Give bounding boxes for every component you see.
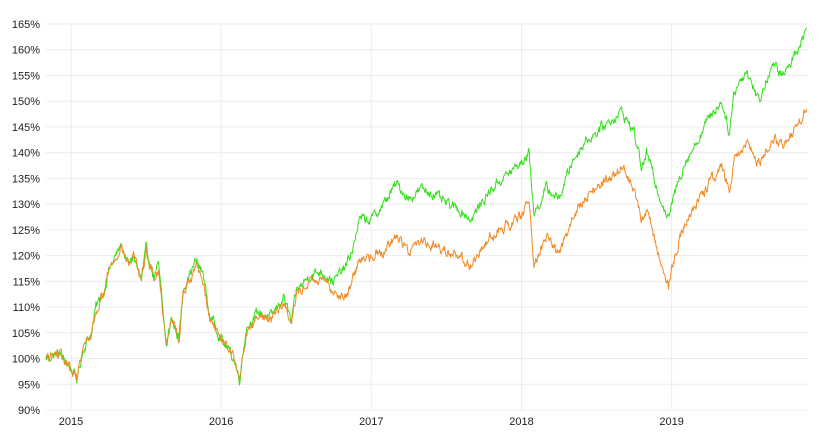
y-tick-label: 135% [12, 173, 40, 185]
y-tick-label: 110% [13, 302, 41, 314]
horizontal-gridlines [46, 23, 808, 411]
y-tick-label: 90% [18, 405, 40, 417]
x-tick-label: 2016 [209, 416, 233, 428]
y-tick-label: 125% [12, 225, 40, 237]
x-tick-label: 2018 [509, 416, 533, 428]
y-tick-label: 130% [12, 199, 40, 211]
series-lines [45, 28, 808, 386]
y-tick-label: 95% [18, 379, 40, 391]
y-tick-label: 105% [12, 328, 40, 340]
x-axis-tick-labels: 2015 2016 2017 2018 2019 [59, 416, 684, 428]
x-tick-label: 2019 [659, 416, 683, 428]
y-tick-label: 160% [12, 45, 40, 57]
y-tick-label: 115% [13, 276, 41, 288]
y-tick-label: 150% [12, 96, 40, 108]
series-line-green [45, 28, 807, 386]
series-line-orange [45, 108, 808, 382]
y-tick-label: 155% [12, 70, 40, 82]
y-tick-label: 140% [12, 148, 40, 160]
y-tick-label: 100% [12, 354, 40, 366]
y-tick-label: 120% [12, 251, 40, 263]
y-axis-tick-labels: 90% 95% 100% 105% 110% 115% 120% 125% 130% 135% 14… [12, 19, 40, 417]
x-tick-label: 2015 [59, 416, 83, 428]
y-tick-label: 145% [12, 122, 40, 134]
y-tick-label: 165% [12, 19, 40, 31]
x-tick-label: 2017 [359, 416, 383, 428]
